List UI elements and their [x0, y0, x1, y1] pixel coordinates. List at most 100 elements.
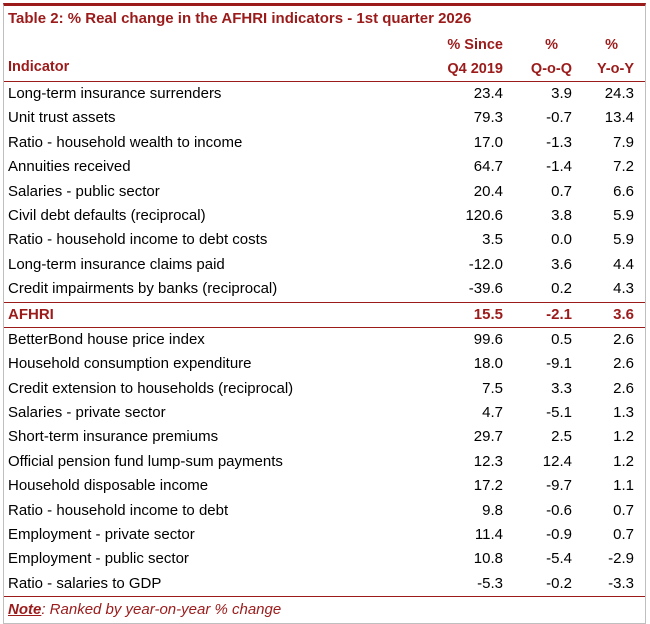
row-yoy-value: -3.3: [608, 574, 634, 592]
row-since-value: 7.5: [482, 379, 503, 397]
row-label: Annuities received: [8, 158, 131, 176]
row-label: Credit impairments by banks (reciprocal): [8, 280, 278, 298]
row-yoy-value: 2.6: [613, 330, 634, 348]
row-yoy-value: 6.6: [613, 182, 634, 200]
table-row: Employment - private sector 11.4 -0.9 0.7: [4, 523, 645, 547]
row-since-value: 4.7: [482, 404, 503, 422]
row-yoy-value: 3.6: [613, 305, 634, 323]
col-qoq-header-line2: Q-o-Q: [530, 61, 572, 77]
row-label: Long-term insurance claims paid: [8, 255, 225, 273]
row-yoy-value: 1.2: [613, 452, 634, 470]
row-yoy-value: 2.6: [613, 355, 634, 373]
table-row: Unit trust assets 79.3 -0.7 13.4: [4, 106, 645, 130]
col-yoy-header-line1: %: [605, 37, 618, 53]
col-yoy-header-line2: Y-o-Y: [596, 61, 634, 77]
row-qoq-value: -1.4: [546, 158, 572, 176]
row-since-value: 15.5: [473, 305, 503, 323]
row-since-value: 17.0: [473, 133, 503, 151]
row-label: Employment - public sector: [8, 550, 189, 568]
row-label: BetterBond house price index: [8, 330, 205, 348]
row-qoq-value: -0.9: [546, 526, 572, 544]
table-row: Employment - public sector 10.8 -5.4 -2.9: [4, 547, 645, 571]
row-qoq-value: -0.7: [546, 109, 572, 127]
row-yoy-value: 1.3: [613, 404, 634, 422]
col-since-header-line1: % Since: [447, 37, 503, 53]
row-label: Unit trust assets: [8, 109, 116, 127]
row-yoy-value: 24.3: [604, 85, 634, 102]
row-yoy-value: 1.1: [613, 477, 634, 495]
row-qoq-value: 3.8: [551, 206, 572, 224]
table-row: Ratio - household income to debt 9.8 -0.6 0…: [4, 499, 645, 523]
row-label: Ratio - household income to debt: [8, 501, 229, 519]
row-qoq-value: -9.1: [546, 355, 572, 373]
table-row: Ratio - household income to debt costs 3.…: [4, 228, 645, 252]
row-since-value: -39.6: [468, 280, 503, 298]
row-qoq-value: -0.6: [546, 501, 572, 519]
row-qoq-value: -5.1: [546, 404, 572, 422]
row-qoq-value: -9.7: [546, 477, 572, 495]
row-label: Civil debt defaults (reciprocal): [8, 206, 206, 224]
row-label: Short-term insurance premiums: [8, 428, 219, 446]
note-label: Note: [8, 601, 42, 619]
row-label: Household disposable income: [8, 477, 209, 495]
row-yoy-value: 5.9: [613, 206, 634, 224]
table-row: Civil debt defaults (reciprocal) 120.6 3.8…: [4, 204, 645, 228]
table-row: Ratio - salaries to GDP -5.3 -0.2 -3.3: [4, 572, 645, 596]
row-yoy-value: 0.7: [613, 526, 634, 544]
table-header: % Since Q4 2019 % Q-o-Q % Y-o-Y Indicato…: [4, 31, 645, 82]
row-label: Credit extension to households (reciproc…: [8, 379, 294, 397]
row-yoy-value: 7.2: [613, 158, 634, 176]
table-row: Salaries - public sector 20.4 0.7 6.6: [4, 180, 645, 204]
row-label: Official pension fund lump-sum payments: [8, 452, 283, 470]
row-label: Salaries - private sector: [8, 404, 166, 422]
row-yoy-value: 5.9: [613, 231, 634, 249]
row-since-value: 10.8: [473, 550, 503, 568]
row-label: Long-term insurance surrenders: [8, 85, 222, 102]
row-label: Ratio - household wealth to income: [8, 133, 243, 151]
row-yoy-value: 4.3: [613, 280, 634, 298]
row-qoq-value: 0.2: [551, 280, 572, 298]
row-label: Salaries - public sector: [8, 182, 160, 200]
row-yoy-value: 7.9: [613, 133, 634, 151]
afhri-table: Table 2: % Real change in the AFHRI indi…: [3, 3, 646, 624]
row-since-value: 79.3: [473, 109, 503, 127]
table-row: Long-term insurance claims paid -12.0 3.6 4…: [4, 253, 645, 277]
row-label: Ratio - salaries to GDP: [8, 574, 162, 592]
row-since-value: 99.6: [473, 330, 503, 348]
row-qoq-value: -2.1: [546, 305, 572, 323]
row-qoq-value: 2.5: [551, 428, 572, 446]
row-qoq-value: 12.4: [542, 452, 572, 470]
row-yoy-value: -2.9: [608, 550, 634, 568]
table-row: Credit impairments by banks (reciprocal)…: [4, 277, 645, 301]
indicator-header: Indicator: [8, 59, 70, 75]
row-since-value: 29.7: [473, 428, 503, 446]
table-row: Household consumption expenditure 18.0 -9.…: [4, 352, 645, 376]
row-label: Employment - private sector: [8, 526, 195, 544]
table-row: Salaries - private sector 4.7 -5.1 1.3: [4, 401, 645, 425]
row-yoy-value: 1.2: [613, 428, 634, 446]
row-qoq-value: 0.5: [551, 330, 572, 348]
row-yoy-value: 13.4: [604, 109, 634, 127]
row-since-value: 3.5: [482, 231, 503, 249]
row-label: Household consumption expenditure: [8, 355, 252, 373]
table-title: Table 2: % Real change in the AFHRI indi…: [8, 10, 472, 27]
table-row: BetterBond house price index 99.6 0.5 2.6: [4, 328, 645, 352]
table-row: Household disposable income 17.2 -9.7 1.1: [4, 474, 645, 498]
row-qoq-value: -0.2: [546, 574, 572, 592]
table-note: Note: Ranked by year-on-year % change: [4, 596, 645, 623]
row-qoq-value: 0.7: [551, 182, 572, 200]
row-since-value: 20.4: [473, 182, 503, 200]
table-row: Annuities received 64.7 -1.4 7.2: [4, 155, 645, 179]
row-since-value: 17.2: [473, 477, 503, 495]
row-label: AFHRI: [8, 305, 54, 323]
row-since-value: 23.4: [473, 85, 503, 102]
row-qoq-value: 3.3: [551, 379, 572, 397]
col-qoq-header-line1: %: [545, 37, 558, 53]
top-rows: Long-term insurance surrenders 23.4 3.9 24.…: [4, 82, 645, 302]
table-row: Long-term insurance surrenders 23.4 3.9 24.…: [4, 82, 645, 106]
row-qoq-value: -1.3: [546, 133, 572, 151]
row-since-value: 9.8: [482, 501, 503, 519]
row-yoy-value: 0.7: [613, 501, 634, 519]
row-yoy-value: 4.4: [613, 255, 634, 273]
table-row: Official pension fund lump-sum payments 1…: [4, 450, 645, 474]
